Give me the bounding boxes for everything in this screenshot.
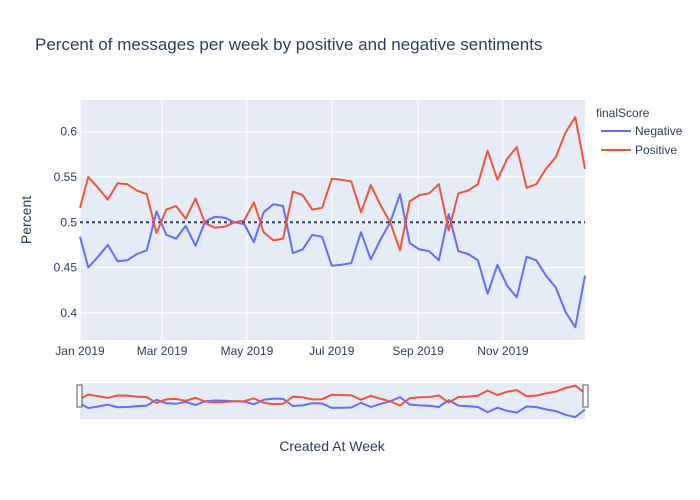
x-tick-label: Sep 2019 bbox=[392, 344, 444, 358]
y-tick-label: 0.4 bbox=[60, 306, 77, 320]
x-tick-label: Nov 2019 bbox=[477, 344, 529, 358]
chart-title: Percent of messages per week by positive… bbox=[35, 35, 542, 54]
y-axis-title: Percent bbox=[18, 196, 34, 244]
x-tick-label: Jan 2019 bbox=[55, 344, 105, 358]
range-slider-series-group bbox=[79, 384, 586, 419]
x-tick-labels: Jan 2019 Mar 2019 May 2019 Jul 2019 Sep 2019… bbox=[55, 344, 529, 358]
range-slider-line-negative bbox=[79, 395, 586, 419]
legend-title: finalScore bbox=[596, 106, 650, 120]
legend-label-negative[interactable]: Negative bbox=[635, 124, 683, 138]
y-tick-label: 0.45 bbox=[54, 261, 78, 275]
series-line-negative bbox=[79, 193, 586, 329]
x-tick-label: May 2019 bbox=[221, 344, 274, 358]
y-tick-label: 0.5 bbox=[60, 215, 77, 229]
range-slider-left-handle[interactable] bbox=[76, 384, 83, 408]
plot-area bbox=[80, 100, 585, 340]
series-line-positive bbox=[79, 116, 586, 252]
legend: finalScore Negative Positive bbox=[596, 106, 683, 157]
y-tick-label: 0.6 bbox=[60, 125, 77, 139]
legend-label-positive[interactable]: Positive bbox=[635, 143, 677, 157]
y-tick-label: 0.55 bbox=[54, 170, 78, 184]
x-tick-label: Mar 2019 bbox=[137, 344, 188, 358]
x-axis-title: Created At Week bbox=[279, 438, 386, 454]
range-slider-right-handle[interactable] bbox=[582, 384, 589, 408]
main-series-group bbox=[79, 116, 586, 329]
x-tick-label: Jul 2019 bbox=[309, 344, 355, 358]
legend-items: Negative Positive bbox=[601, 124, 683, 157]
range-slider-line-positive bbox=[79, 384, 586, 407]
y-tick-labels: 0.4 0.45 0.5 0.55 0.6 bbox=[54, 125, 78, 320]
